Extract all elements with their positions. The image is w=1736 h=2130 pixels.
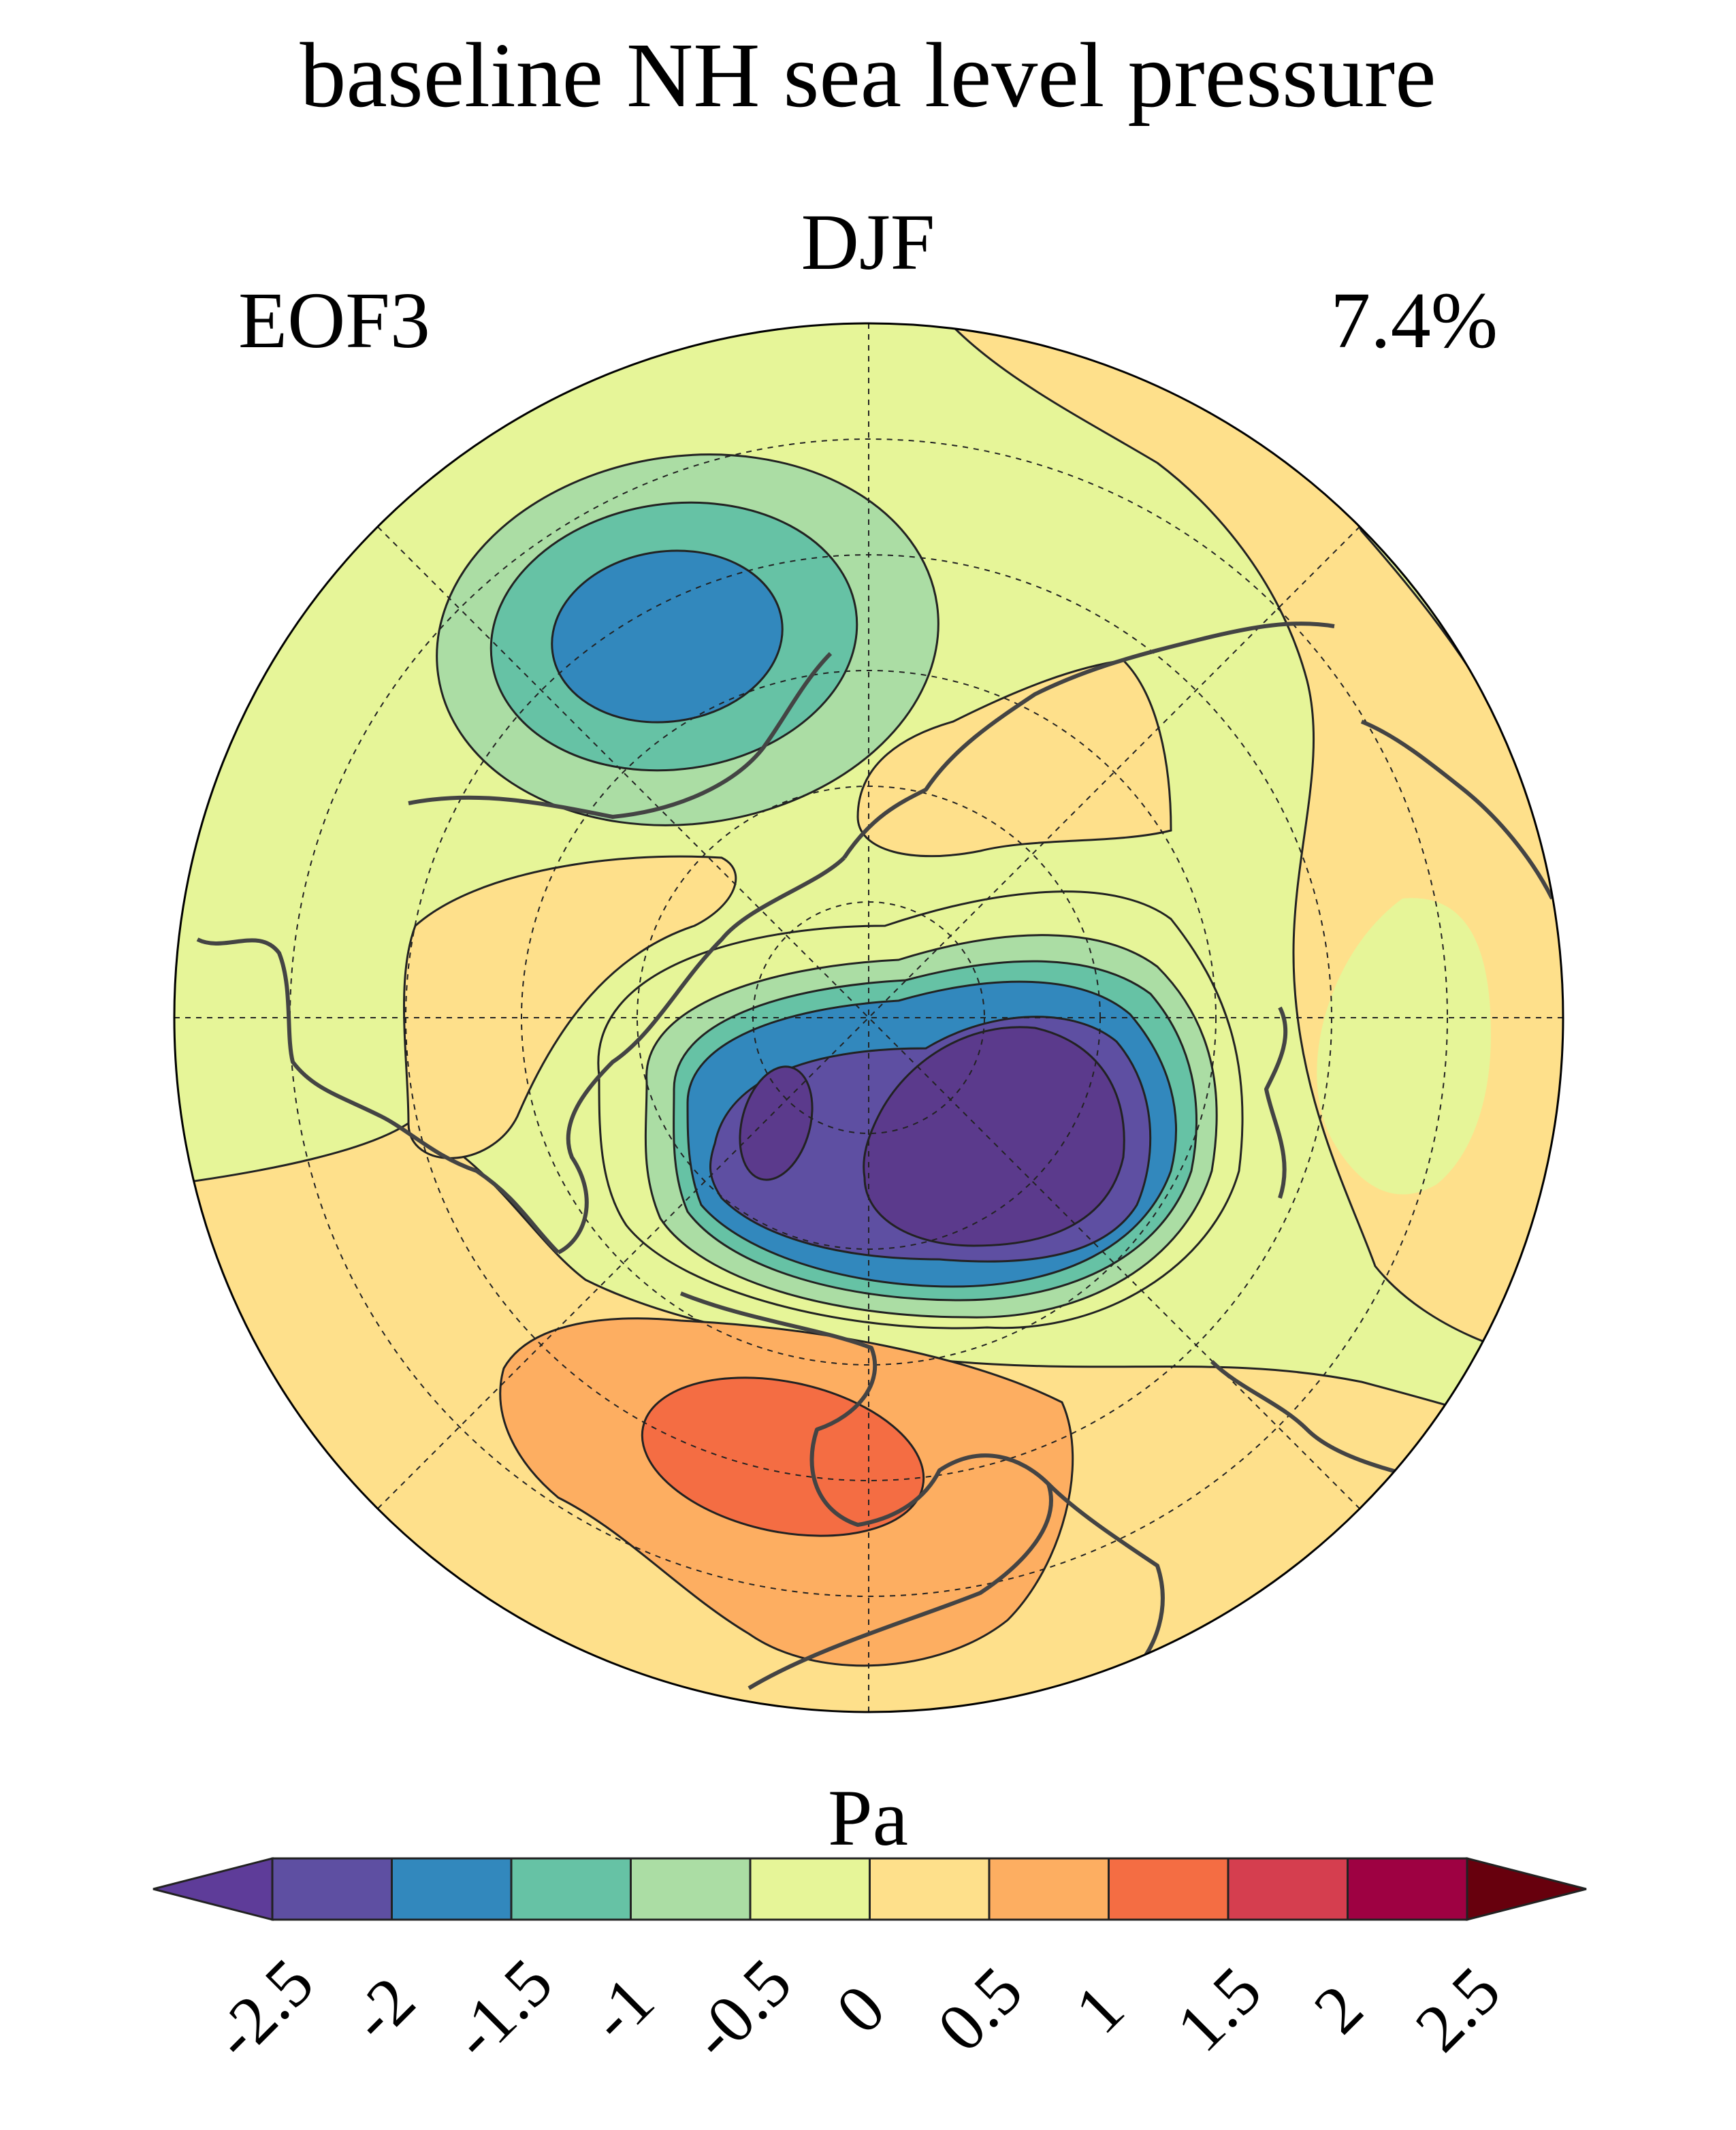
- season-label: DJF: [801, 197, 935, 287]
- map-boundary: [173, 322, 1564, 1713]
- field-positive-west: [402, 855, 737, 1159]
- colorbar-segment: [988, 1857, 1110, 1921]
- colorbar-segment: [1347, 1857, 1468, 1921]
- field-negative-east: [1317, 898, 1491, 1195]
- colorbar-segment: [391, 1857, 513, 1921]
- colorbar-unit-label: Pa: [828, 1773, 908, 1862]
- map-fields: [174, 323, 1563, 1712]
- colorbar-tick-label: -2: [336, 1963, 429, 2056]
- eof-label: EOF3: [238, 276, 430, 365]
- colorbar-tick-label: 0: [822, 1970, 899, 2048]
- graticule: [174, 323, 1563, 1712]
- colorbar-tick-label: 2.5: [1401, 1952, 1515, 2066]
- colorbar-under-triangle: [152, 1857, 274, 1921]
- colorbar-segment: [749, 1857, 871, 1921]
- colorbar-segment: [869, 1857, 991, 1921]
- colorbar-tick-label: 1.5: [1162, 1952, 1276, 2066]
- colorbar-segment: [630, 1857, 752, 1921]
- coastlines: [196, 622, 1554, 1690]
- colorbar-tick-label: -1.5: [437, 1944, 566, 2073]
- field-atlantic-low: [597, 890, 1244, 1329]
- colorbar-tick-label: 1: [1061, 1970, 1138, 2048]
- field-positive-asia: [856, 659, 1172, 858]
- colorbar-tick-label: -2.5: [198, 1944, 327, 2073]
- colorbar-tick-label: -1: [575, 1963, 668, 2056]
- colorbar-over-triangle: [1466, 1857, 1587, 1921]
- variance-label: 7.4%: [1330, 276, 1498, 365]
- colorbar-segment: [510, 1857, 632, 1921]
- colorbar: -2.5 -2 -1.5 -1 -0.5 0 0.5 1 1.5 2 2.5: [152, 1857, 1587, 2074]
- field-subtropical-high: [499, 1317, 1074, 1667]
- colorbar-tick-label: 2: [1300, 1970, 1377, 2048]
- colorbar-segment: [271, 1857, 393, 1921]
- colorbar-segment: [1227, 1857, 1349, 1921]
- colorbar-segment: [1108, 1857, 1229, 1921]
- figure-title: baseline NH sea level pressure: [300, 25, 1436, 127]
- colorbar-tick-label: 0.5: [923, 1952, 1037, 2066]
- colorbar-tick-label: -0.5: [676, 1944, 805, 2073]
- field-pacific-low: [436, 453, 939, 826]
